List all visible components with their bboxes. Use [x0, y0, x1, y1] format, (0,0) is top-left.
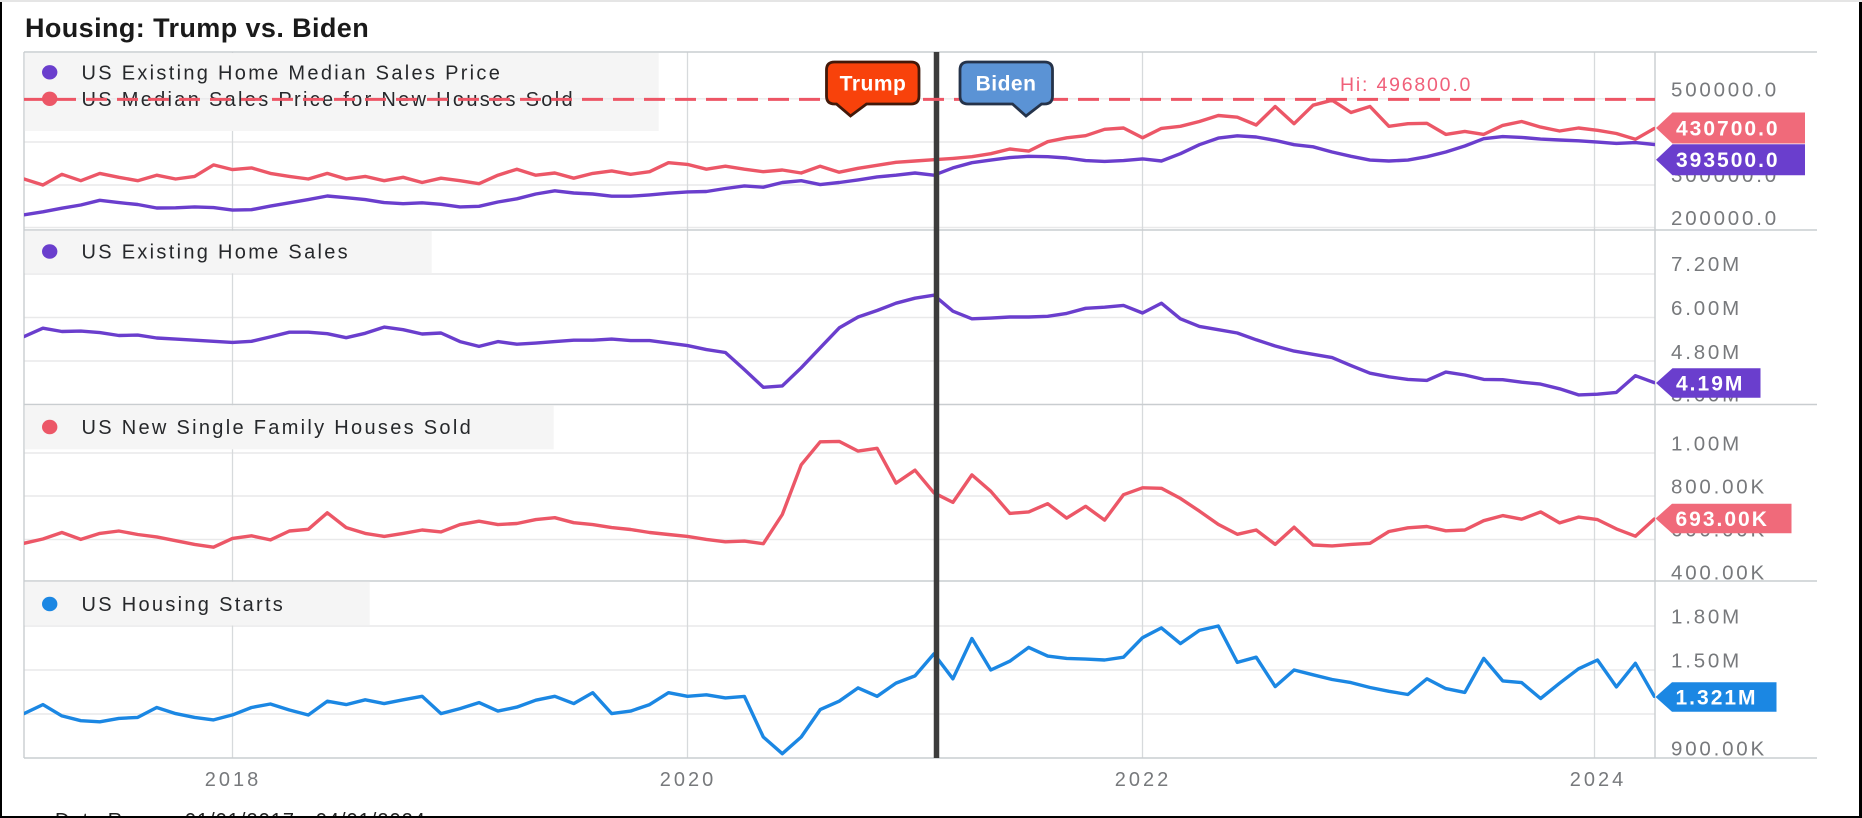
- svg-text:2022: 2022: [1115, 769, 1172, 791]
- svg-text:500000.0: 500000.0: [1671, 78, 1779, 101]
- svg-text:US New Single Family Houses So: US New Single Family Houses Sold: [82, 417, 474, 439]
- svg-text:2024: 2024: [1570, 769, 1627, 791]
- svg-text:1.00M: 1.00M: [1671, 432, 1742, 455]
- svg-text:693.00K: 693.00K: [1676, 508, 1769, 531]
- svg-text:2018: 2018: [205, 769, 262, 791]
- svg-text:US Existing Home Sales: US Existing Home Sales: [82, 242, 350, 264]
- svg-text:4.80M: 4.80M: [1671, 341, 1742, 364]
- svg-text:393500.0: 393500.0: [1676, 149, 1780, 172]
- svg-text:Trump: Trump: [840, 73, 907, 96]
- svg-text:4.19M: 4.19M: [1676, 372, 1744, 395]
- svg-text:900.00K: 900.00K: [1671, 737, 1767, 760]
- svg-text:Biden: Biden: [976, 73, 1037, 96]
- svg-text:400.00K: 400.00K: [1671, 561, 1767, 584]
- svg-text:1.50M: 1.50M: [1671, 649, 1742, 672]
- svg-text:US Housing Starts: US Housing Starts: [82, 594, 286, 616]
- svg-text:430700.0: 430700.0: [1676, 117, 1780, 140]
- svg-text:1.80M: 1.80M: [1671, 605, 1742, 628]
- svg-text:6.00M: 6.00M: [1671, 297, 1742, 320]
- svg-text:Hi: 496800.0: Hi: 496800.0: [1340, 74, 1472, 96]
- svg-text:200000.0: 200000.0: [1671, 207, 1779, 230]
- svg-text:7.20M: 7.20M: [1671, 253, 1742, 276]
- svg-text:1.321M: 1.321M: [1676, 686, 1758, 709]
- svg-text:US Existing Home Median Sales: US Existing Home Median Sales Price: [82, 62, 503, 84]
- svg-text:2020: 2020: [660, 769, 717, 791]
- svg-text:800.00K: 800.00K: [1671, 475, 1767, 498]
